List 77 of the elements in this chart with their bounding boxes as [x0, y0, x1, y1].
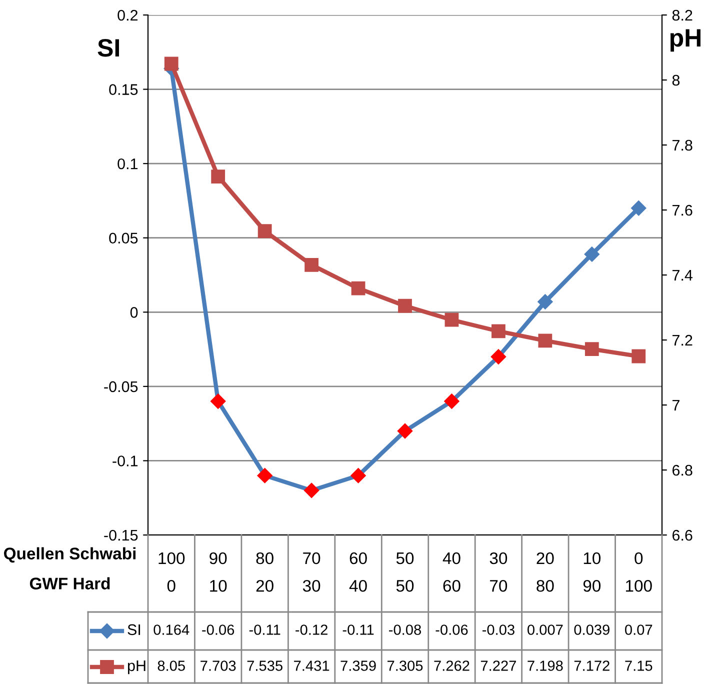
y-tick-label: -0.1: [112, 456, 138, 466]
data-label: -0.03: [482, 624, 514, 635]
data-label: -0.12: [296, 624, 328, 635]
point: [398, 298, 412, 313]
point: [304, 258, 318, 272]
data-label: 7.198: [528, 660, 563, 671]
point: [304, 482, 320, 498]
data-label: 7.305: [388, 660, 423, 671]
y2-tick-label: 7.6: [672, 204, 692, 216]
point: [211, 170, 226, 184]
x-tick-label: 100 0: [158, 552, 185, 592]
point: [397, 423, 413, 439]
x-tick-label: 80 20: [256, 552, 274, 592]
point: [258, 224, 272, 238]
legend-label: pH: [128, 660, 146, 674]
data-label: -0.08: [389, 624, 421, 635]
y2-tick-label: 7: [672, 400, 680, 411]
y2-tick-label: 8.2: [672, 10, 692, 21]
point: [631, 200, 646, 216]
y-tick-label: 0.05: [109, 232, 138, 244]
x-tick-label: 30 70: [490, 552, 508, 592]
y-tick-label: 0.1: [118, 158, 138, 170]
data-label: 0.07: [625, 624, 652, 635]
legend-label: SI: [128, 624, 140, 636]
point: [210, 394, 226, 409]
y-tick-label: 0.2: [118, 10, 138, 21]
data-label: 7.172: [574, 660, 610, 671]
point: [444, 394, 460, 409]
data-label: 7.227: [480, 660, 516, 671]
x-tick-label: 40 60: [442, 552, 460, 592]
x-tick-label: 0 100: [626, 552, 652, 592]
source-note: Quellen Schwabi: [4, 547, 136, 563]
point: [350, 468, 366, 484]
point: [351, 281, 366, 296]
point: [492, 324, 506, 338]
y2-tick-label: 6.8: [672, 464, 692, 476]
data-label: 0.007: [528, 624, 563, 635]
x-tick-label: 70 30: [302, 552, 320, 592]
x-tick-label: 60 40: [349, 552, 367, 592]
y-tick-label: -0.05: [104, 381, 138, 392]
y2-tick-label: 7.2: [672, 334, 692, 346]
point: [538, 294, 553, 310]
data-label: -0.11: [249, 624, 280, 635]
data-label: -0.06: [436, 624, 468, 635]
x-tick-label: 90 10: [210, 552, 227, 592]
data-label: -0.11: [342, 624, 374, 635]
y-tick-label: 0.15: [109, 84, 138, 95]
data-label: 0.164: [154, 624, 190, 635]
data-label: -0.06: [202, 624, 234, 635]
point: [164, 56, 178, 71]
x-tick-label: 20 80: [536, 552, 554, 592]
y2-axis-title: pH: [670, 29, 700, 52]
point: [584, 246, 600, 262]
y2-tick-label: 7.8: [672, 140, 692, 151]
data-label: 7.15: [625, 660, 652, 671]
point: [584, 342, 599, 356]
point: [444, 312, 459, 327]
point: [490, 349, 506, 364]
x-tick-label: 10 90: [583, 552, 601, 592]
y-tick-label: -0.15: [104, 530, 138, 541]
y2-tick-label: 8: [672, 74, 680, 86]
point: [257, 468, 272, 484]
y2-tick-label: 7.4: [672, 270, 693, 281]
y-axis-title: SI: [98, 39, 119, 57]
data-label: 7.262: [434, 660, 470, 671]
data-label: 0.039: [574, 624, 610, 635]
x-tick-label: 50 50: [396, 552, 414, 592]
data-label: 7.703: [200, 660, 236, 671]
text: GWF Hard: [30, 577, 110, 590]
data-label: 8.05: [158, 660, 185, 671]
point: [632, 349, 646, 364]
point: [538, 334, 552, 348]
data-label: 7.359: [340, 660, 376, 671]
y-tick-label: 0: [130, 307, 138, 318]
data-label: 7.431: [294, 660, 330, 671]
data-label: 7.535: [247, 660, 282, 671]
y2-tick-label: 6.6: [672, 530, 692, 541]
